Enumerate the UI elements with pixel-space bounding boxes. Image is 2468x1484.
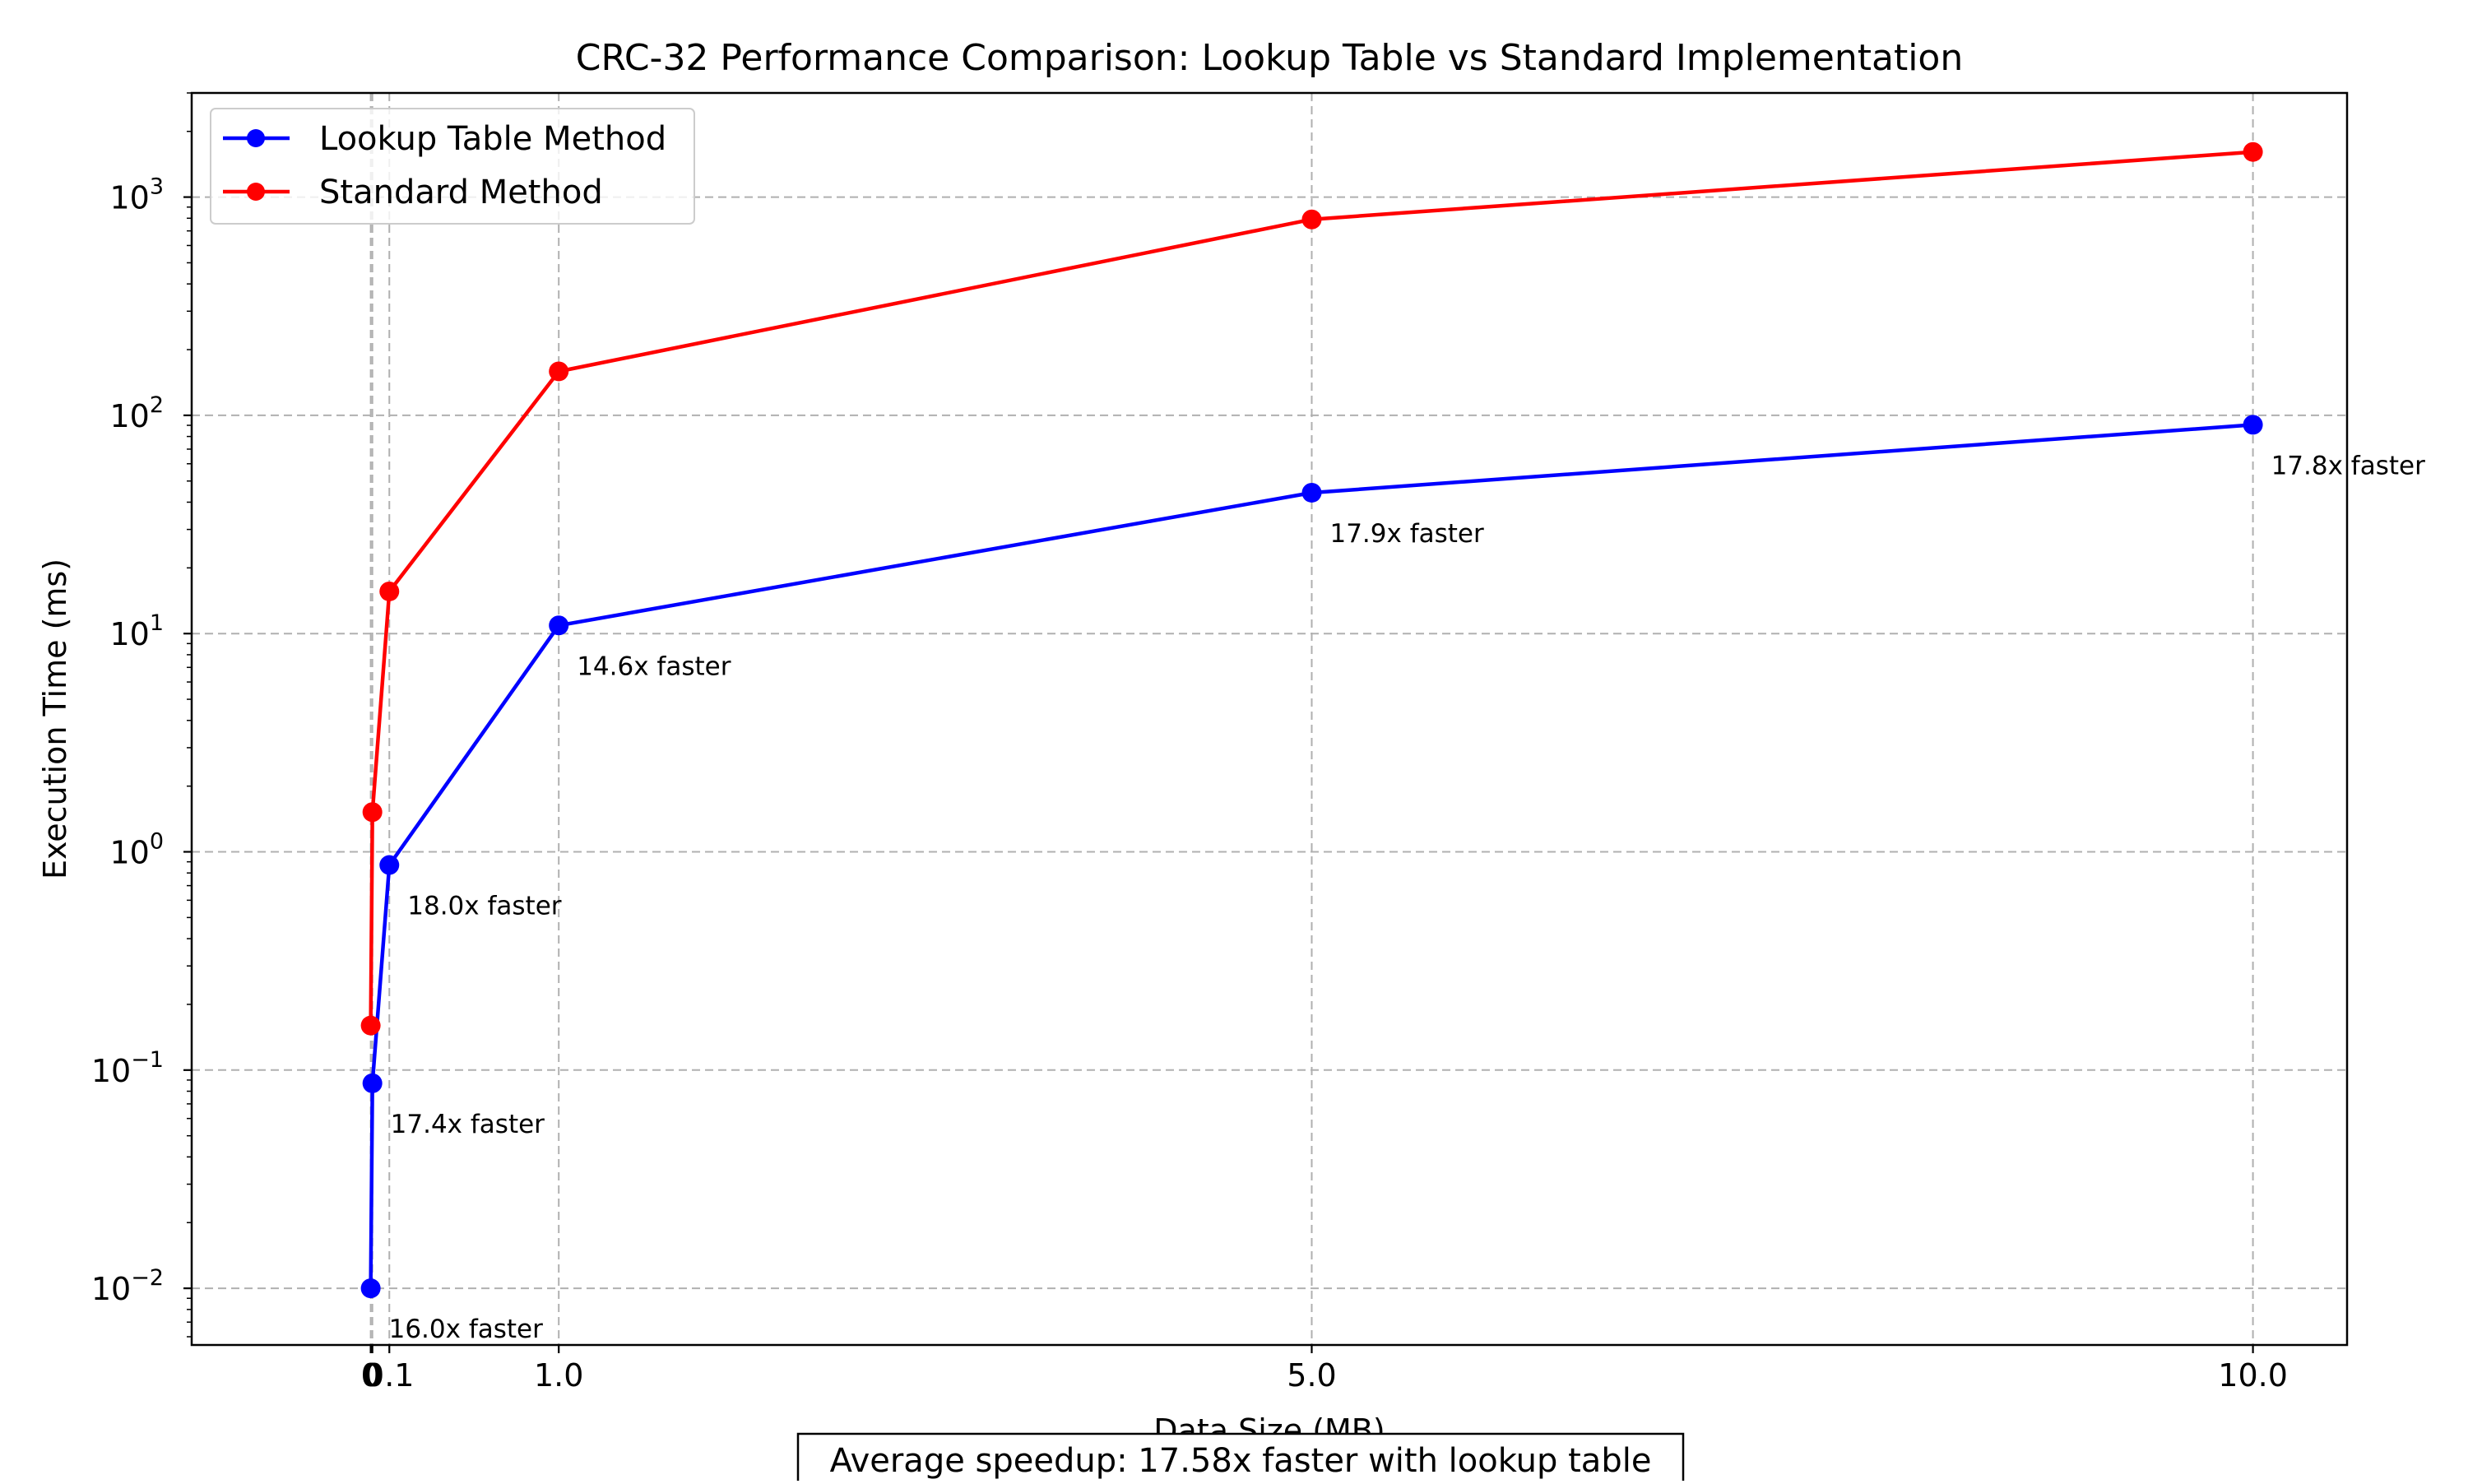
legend-marker-standard [247, 183, 265, 201]
speedup-summary-text: Average speedup: 17.58x faster with look… [830, 1442, 1652, 1480]
speedup-summary-box: Average speedup: 17.58x faster with look… [796, 1432, 1685, 1484]
data-point-1-5 [2243, 141, 2263, 162]
y-tick-label: 102 [109, 392, 164, 434]
y-tick-label: 101 [109, 610, 164, 652]
data-point-1-0 [360, 1015, 381, 1036]
data-point-0-1 [362, 1073, 383, 1093]
series-line-0 [369, 423, 2253, 1289]
series-line-1 [369, 150, 2253, 1026]
x-tick-label: 1.0 [534, 1357, 583, 1394]
y-tick-label: 100 [109, 829, 164, 871]
data-point-0-2 [379, 855, 400, 875]
speedup-annotation: 18.0x faster [407, 892, 562, 921]
data-point-1-4 [1301, 209, 1322, 230]
x-tick-label: 10.0 [2218, 1357, 2288, 1394]
data-point-0-3 [549, 615, 569, 636]
speedup-annotation: 17.8x faster [2271, 451, 2426, 480]
legend-label-lookup: Lookup Table Method [319, 120, 666, 158]
annotation-layer: 16.0x faster 17.4x faster 18.0x faster 14.6… [389, 451, 2425, 1344]
data-point-0-4 [1301, 482, 1322, 503]
x-tick-label: 0 [363, 1357, 383, 1394]
plot-area-frame [190, 91, 2349, 1347]
speedup-annotation: 16.0x faster [389, 1315, 544, 1344]
speedup-annotation: 17.9x faster [1329, 519, 1484, 549]
legend-label-standard: Standard Method [319, 174, 603, 211]
legend-box [210, 108, 695, 225]
x-tick-label: 0.1 [364, 1357, 414, 1394]
legend: Lookup Table Method Standard Method [210, 108, 695, 225]
x-tick-label: 0 [361, 1357, 381, 1394]
y-tick-label: 10−2 [91, 1265, 164, 1307]
speedup-annotation: 17.4x faster [391, 1110, 545, 1139]
y-tick-label: 10−1 [91, 1047, 164, 1089]
x-tick-label: 5.0 [1287, 1357, 1336, 1394]
data-point-1-3 [549, 361, 569, 382]
chart-title: CRC-32 Performance Comparison: Lookup Ta… [576, 37, 1964, 79]
speedup-annotation: 14.6x faster [577, 652, 731, 681]
y-axis-label: Execution Time (ms) [37, 559, 73, 879]
legend-marker-lookup [247, 129, 265, 147]
data-point-0-0 [360, 1278, 381, 1299]
series-layer [360, 141, 2263, 1299]
data-point-1-2 [379, 581, 400, 601]
data-point-0-5 [2243, 415, 2263, 435]
speedup-summary-frame [796, 1432, 1685, 1484]
data-point-1-1 [362, 802, 383, 823]
y-tick-label: 103 [109, 174, 164, 216]
